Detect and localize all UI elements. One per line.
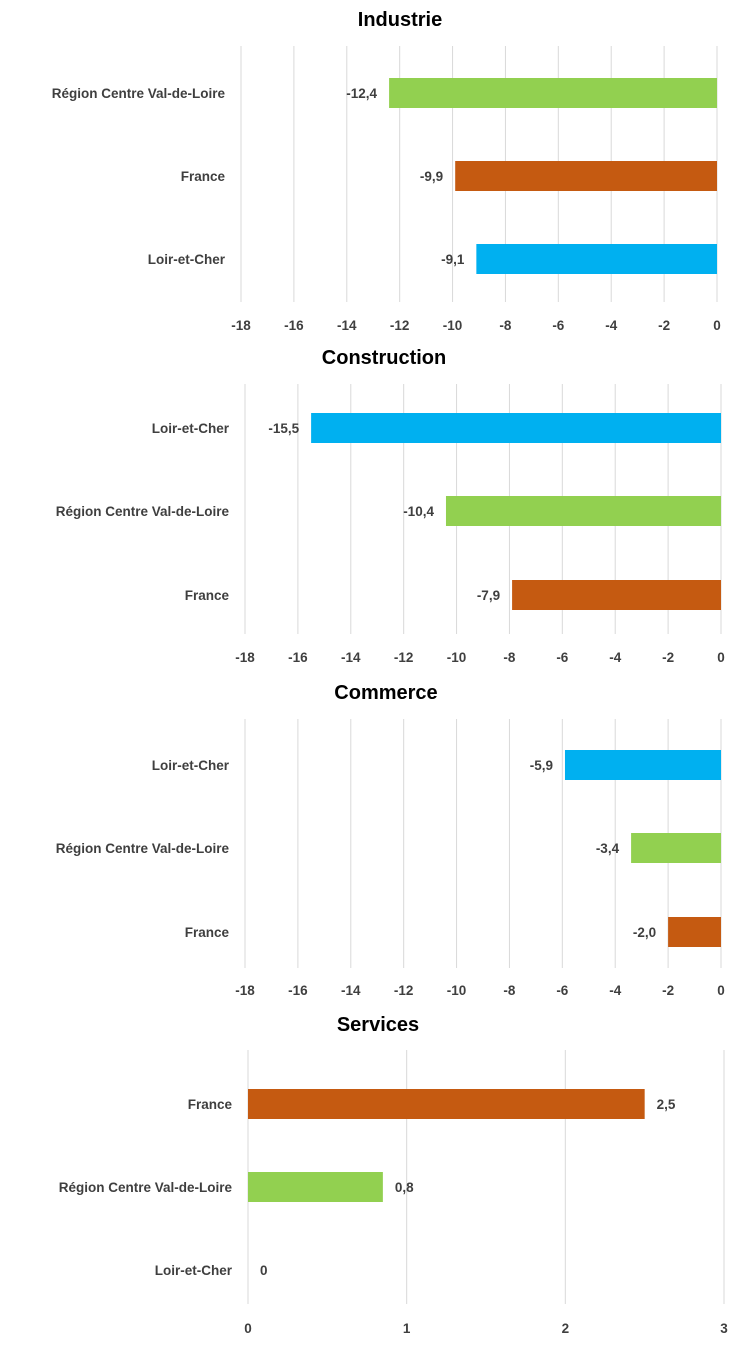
category-label: Loir-et-Cher xyxy=(155,1263,233,1278)
chart-panel-construction: Construction -18 -16 -14 -12 -10 -8 -6 -4 -2 0 Loir… xyxy=(56,347,725,665)
category-label: Région Centre Val-de-Loire xyxy=(56,841,230,856)
x-tick-label: -8 xyxy=(503,983,515,998)
bar-loir-et-cher xyxy=(564,750,721,780)
x-tick-label: -16 xyxy=(284,318,304,333)
x-tick-label: 1 xyxy=(403,1321,411,1336)
category-label: Région Centre Val-de-Loire xyxy=(56,504,230,519)
data-label: -9,9 xyxy=(420,169,443,184)
x-tick-label: 0 xyxy=(713,318,721,333)
x-tick-label: -6 xyxy=(556,650,568,665)
x-tick-label: -16 xyxy=(288,983,308,998)
category-label: Loir-et-Cher xyxy=(152,421,230,436)
x-tick-label: -4 xyxy=(609,983,621,998)
x-tick-label: 0 xyxy=(717,650,725,665)
x-tick-label: -14 xyxy=(341,983,361,998)
chart-title: Industrie xyxy=(358,9,442,31)
chart-panel-industrie: Industrie -18 -16 -14 -12 -10 -8 -6 -4 -2 0 Région … xyxy=(52,9,721,333)
data-label: -7,9 xyxy=(477,588,500,603)
x-tick-label: -6 xyxy=(552,318,564,333)
category-label: France xyxy=(185,588,230,603)
x-tick-label: -14 xyxy=(341,650,361,665)
data-label: 0,8 xyxy=(395,1180,414,1195)
data-label: 2,5 xyxy=(657,1097,676,1112)
x-tick-label: -6 xyxy=(556,983,568,998)
x-tick-label: -2 xyxy=(658,318,670,333)
bar-france xyxy=(512,580,721,610)
x-tick-label: -16 xyxy=(288,650,308,665)
x-tick-label: -2 xyxy=(662,983,674,998)
x-tick-label: -4 xyxy=(605,318,617,333)
x-tick-label: 0 xyxy=(244,1321,252,1336)
bar-r-gion-centre-val-de-loire xyxy=(248,1172,383,1202)
x-tick-label: -12 xyxy=(394,650,414,665)
chart-panel-commerce: Commerce -18 -16 -14 -12 -10 -8 -6 -4 -2 0 Loir-et-… xyxy=(56,682,725,998)
chart-title: Services xyxy=(337,1014,419,1036)
bar-france xyxy=(248,1089,645,1119)
x-tick-label: 3 xyxy=(720,1321,728,1336)
chart-panel-services: Services 0 1 2 3 France 2,5 Région Centre Val-d… xyxy=(59,1014,729,1336)
x-tick-label: -12 xyxy=(394,983,414,998)
x-tick-label: -10 xyxy=(447,983,467,998)
chart-title: Construction xyxy=(322,347,446,369)
x-tick-label: 0 xyxy=(717,983,725,998)
x-tick-label: -8 xyxy=(499,318,511,333)
category-label: France xyxy=(185,925,230,940)
bar-r-gion-centre-val-de-loire xyxy=(389,78,717,108)
x-tick-label: 2 xyxy=(562,1321,570,1336)
category-label: France xyxy=(188,1097,233,1112)
bar-r-gion-centre-val-de-loire xyxy=(631,833,721,863)
bar-france xyxy=(455,161,717,191)
x-tick-label: -18 xyxy=(235,983,255,998)
data-label: -2,0 xyxy=(633,925,656,940)
x-tick-label: -18 xyxy=(235,650,255,665)
x-tick-label: -10 xyxy=(443,318,463,333)
x-tick-label: -10 xyxy=(447,650,467,665)
bar-r-gion-centre-val-de-loire xyxy=(445,496,721,526)
bar-loir-et-cher xyxy=(476,244,717,274)
data-label: -3,4 xyxy=(596,841,620,856)
data-label: -10,4 xyxy=(403,504,434,519)
data-label: 0 xyxy=(260,1263,268,1278)
data-label: -5,9 xyxy=(530,758,553,773)
chart-title: Commerce xyxy=(334,682,437,704)
x-tick-label: -2 xyxy=(662,650,674,665)
category-label: Loir-et-Cher xyxy=(152,758,230,773)
category-label: Région Centre Val-de-Loire xyxy=(52,86,226,101)
x-tick-label: -4 xyxy=(609,650,621,665)
x-tick-label: -18 xyxy=(231,318,251,333)
category-label: Région Centre Val-de-Loire xyxy=(59,1180,233,1195)
category-label: France xyxy=(181,169,226,184)
category-label: Loir-et-Cher xyxy=(148,252,226,267)
data-label: -12,4 xyxy=(346,86,377,101)
x-tick-label: -14 xyxy=(337,318,357,333)
bar-loir-et-cher xyxy=(311,413,721,443)
x-tick-label: -12 xyxy=(390,318,410,333)
data-label: -15,5 xyxy=(268,421,299,436)
x-tick-label: -8 xyxy=(503,650,515,665)
bar-france xyxy=(668,917,721,947)
data-label: -9,1 xyxy=(441,252,465,267)
